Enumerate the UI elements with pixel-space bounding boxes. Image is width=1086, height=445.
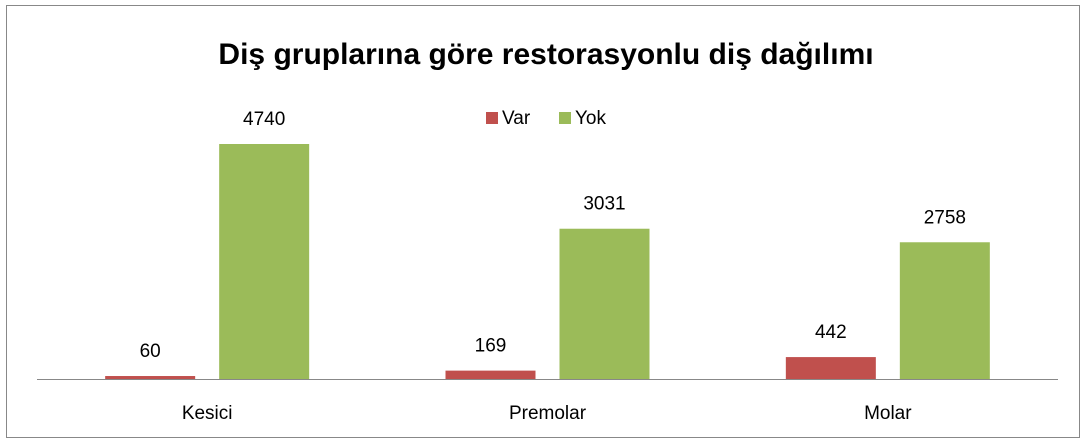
legend-label: Var: [502, 108, 531, 129]
data-label: 169: [475, 336, 507, 357]
chart-title: Diş gruplarına göre restorasyonlu diş da…: [218, 38, 873, 71]
bar: [445, 370, 536, 379]
x-tick-label: Premolar: [509, 403, 587, 424]
bar: [899, 242, 990, 379]
legend-swatch: [486, 112, 498, 124]
legend-swatch: [559, 112, 571, 124]
bar: [559, 228, 650, 379]
data-label: 60: [140, 341, 161, 362]
bar: [219, 144, 310, 379]
x-tick-label: Molar: [864, 403, 912, 424]
data-label: 4740: [243, 109, 285, 130]
legend-label: Yok: [575, 108, 606, 129]
bar: [785, 357, 876, 379]
data-label: 3031: [583, 194, 625, 215]
bar: [105, 376, 196, 379]
data-label: 2758: [924, 207, 966, 228]
x-tick-label: Kesici: [182, 403, 233, 424]
data-label: 442: [815, 322, 847, 343]
